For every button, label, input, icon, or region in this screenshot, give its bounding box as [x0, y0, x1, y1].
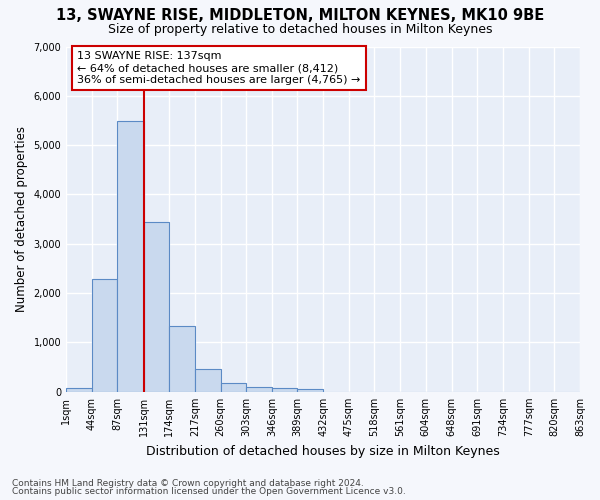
Bar	[272, 388, 298, 392]
Text: 13 SWAYNE RISE: 137sqm
← 64% of detached houses are smaller (8,412)
36% of semi-: 13 SWAYNE RISE: 137sqm ← 64% of detached…	[77, 52, 361, 84]
Bar	[143, 222, 169, 392]
X-axis label: Distribution of detached houses by size in Milton Keynes: Distribution of detached houses by size …	[146, 444, 500, 458]
Text: Size of property relative to detached houses in Milton Keynes: Size of property relative to detached ho…	[108, 22, 492, 36]
Bar	[169, 326, 195, 392]
Bar	[92, 280, 118, 392]
Y-axis label: Number of detached properties: Number of detached properties	[15, 126, 28, 312]
Bar	[246, 387, 272, 392]
Text: 13, SWAYNE RISE, MIDDLETON, MILTON KEYNES, MK10 9BE: 13, SWAYNE RISE, MIDDLETON, MILTON KEYNE…	[56, 8, 544, 22]
Bar	[195, 369, 221, 392]
Text: Contains HM Land Registry data © Crown copyright and database right 2024.: Contains HM Land Registry data © Crown c…	[12, 478, 364, 488]
Bar	[298, 389, 323, 392]
Text: Contains public sector information licensed under the Open Government Licence v3: Contains public sector information licen…	[12, 487, 406, 496]
Bar	[118, 122, 143, 392]
Bar	[66, 388, 92, 392]
Bar	[221, 383, 246, 392]
